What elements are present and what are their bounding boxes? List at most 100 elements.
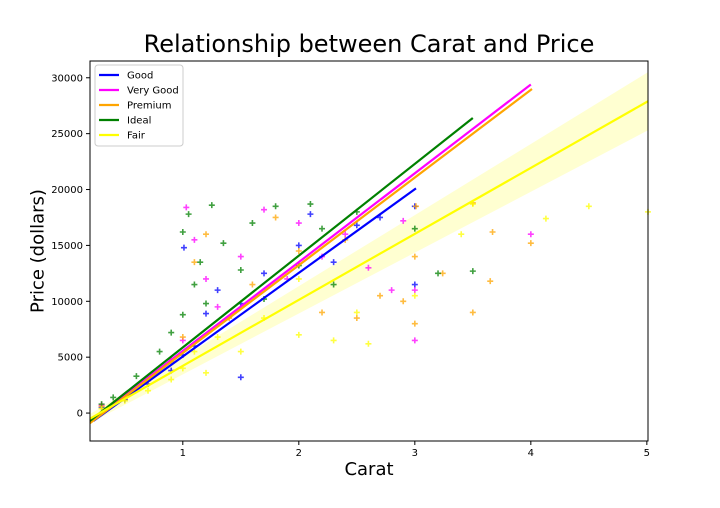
data-point (411, 225, 418, 232)
data-point (295, 220, 302, 227)
fit-line-ideal (89, 117, 474, 422)
legend-label: Ideal (127, 116, 151, 127)
data-point (203, 310, 210, 317)
data-point (412, 203, 419, 210)
data-point (272, 214, 279, 221)
data-point (353, 315, 360, 322)
data-point (307, 211, 314, 218)
data-point (330, 337, 337, 344)
legend-label: Good (127, 71, 153, 82)
y-tick-label: 30000 (51, 73, 83, 84)
data-point (411, 281, 418, 288)
y-tick-label: 0 (77, 409, 83, 420)
data-point (319, 225, 326, 232)
data-point (208, 202, 215, 209)
fit-line-very-good (89, 83, 532, 423)
data-point (330, 281, 337, 288)
data-point (400, 298, 407, 305)
data-point (179, 311, 186, 318)
x-tick-label: 2 (296, 448, 302, 459)
data-point (145, 387, 152, 394)
y-tick-label: 20000 (51, 185, 83, 196)
chart-title: Relationship between Carat and Price (143, 30, 595, 58)
data-point (220, 240, 227, 247)
data-point (179, 229, 186, 235)
legend-label: Fair (127, 131, 146, 142)
fit-line-premium (89, 88, 533, 424)
data-point (489, 229, 496, 235)
data-point (411, 320, 418, 327)
data-point (168, 329, 175, 336)
data-point (237, 374, 244, 381)
y-tick-label: 10000 (51, 297, 83, 308)
fair-confidence-band (90, 72, 648, 424)
x-tick-label: 5 (644, 448, 650, 459)
data-point (295, 275, 302, 282)
data-point (180, 244, 187, 251)
data-point (342, 231, 349, 238)
data-point (295, 248, 302, 254)
legend-label: Very Good (127, 86, 179, 97)
y-axis-label: Price (dollars) (27, 189, 49, 313)
data-point (411, 292, 418, 299)
data-point (388, 287, 395, 294)
y-tick-label: 25000 (51, 129, 83, 140)
data-point (411, 287, 418, 294)
data-point (319, 309, 326, 316)
data-point (191, 281, 198, 288)
data-point (203, 300, 210, 307)
data-point (168, 376, 175, 383)
data-point (179, 334, 186, 341)
data-point (183, 204, 190, 211)
data-point (133, 373, 140, 380)
data-point (214, 334, 221, 341)
legend: Good Very Good Premium Ideal Fair (94, 64, 184, 147)
data-point (110, 394, 117, 401)
fit-line-fair (89, 100, 649, 420)
data-point (377, 292, 384, 299)
data-point (261, 206, 268, 213)
axes-frame (89, 60, 649, 442)
data-point (203, 275, 210, 282)
data-point (469, 309, 476, 316)
data-point (527, 231, 534, 238)
x-tick-label: 3 (412, 448, 418, 459)
data-point (411, 337, 418, 344)
data-point (214, 287, 221, 294)
legend-label: Premium (127, 101, 172, 112)
data-point (487, 278, 494, 285)
data-point (191, 259, 198, 266)
data-point (249, 220, 256, 227)
data-point (197, 259, 204, 266)
data-point (330, 259, 337, 266)
data-point (365, 264, 372, 271)
data-point (295, 331, 302, 338)
data-point (237, 348, 244, 355)
data-point (307, 201, 314, 208)
x-tick-label: 4 (528, 448, 534, 459)
data-point (435, 270, 442, 277)
data-point (353, 222, 360, 229)
data-point (203, 231, 210, 238)
fit-line-good (92, 187, 417, 422)
data-point (191, 348, 198, 355)
x-axis-label: Carat (344, 459, 394, 480)
data-point (214, 303, 221, 310)
scatter-series-fair (98, 201, 651, 412)
data-point (400, 217, 407, 224)
x-tick-label: 1 (180, 448, 186, 459)
data-point (185, 211, 192, 218)
data-point (249, 281, 256, 288)
data-point (237, 253, 244, 260)
legend-box (94, 64, 184, 147)
data-point (237, 267, 244, 273)
data-point (469, 268, 476, 275)
data-point (295, 242, 302, 249)
data-point (527, 240, 534, 247)
y-tick-label: 5000 (58, 353, 83, 364)
y-tick-label: 15000 (51, 241, 83, 252)
data-point (353, 309, 360, 316)
data-point (261, 270, 268, 277)
data-point (272, 203, 279, 210)
